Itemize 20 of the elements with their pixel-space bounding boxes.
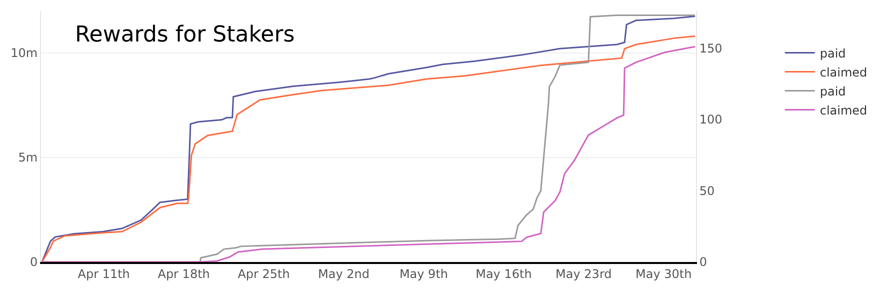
x-tick-label: May 23rd [556, 267, 612, 282]
y2-tick-label: 50 [699, 184, 715, 198]
x-tick-label: Apr 18th [158, 267, 210, 282]
legend-label: claimed [820, 103, 868, 118]
legend-label: paid [820, 46, 846, 60]
legend-label: paid [820, 84, 846, 98]
legend-label: claimed [820, 65, 868, 80]
y-tick-label: 0 [30, 255, 38, 270]
y2-tick-label: 150 [699, 41, 722, 56]
y2-tick-label: 0 [699, 255, 708, 270]
x-tick-label: Apr 11th [78, 267, 130, 282]
x-tick-label: May 9th [399, 267, 448, 282]
y-tick-label: 5m [18, 150, 38, 165]
text: Rewards for Stakers [75, 22, 295, 48]
x-tick-label: Apr 25th [238, 267, 290, 282]
x-tick-label: May 2nd [318, 267, 370, 282]
y2-tick-label: 100 [699, 112, 722, 127]
y-tick-label: 10m [10, 46, 38, 60]
x-tick-label: May 30th [636, 267, 692, 282]
x-tick-label: May 16th [476, 267, 532, 282]
